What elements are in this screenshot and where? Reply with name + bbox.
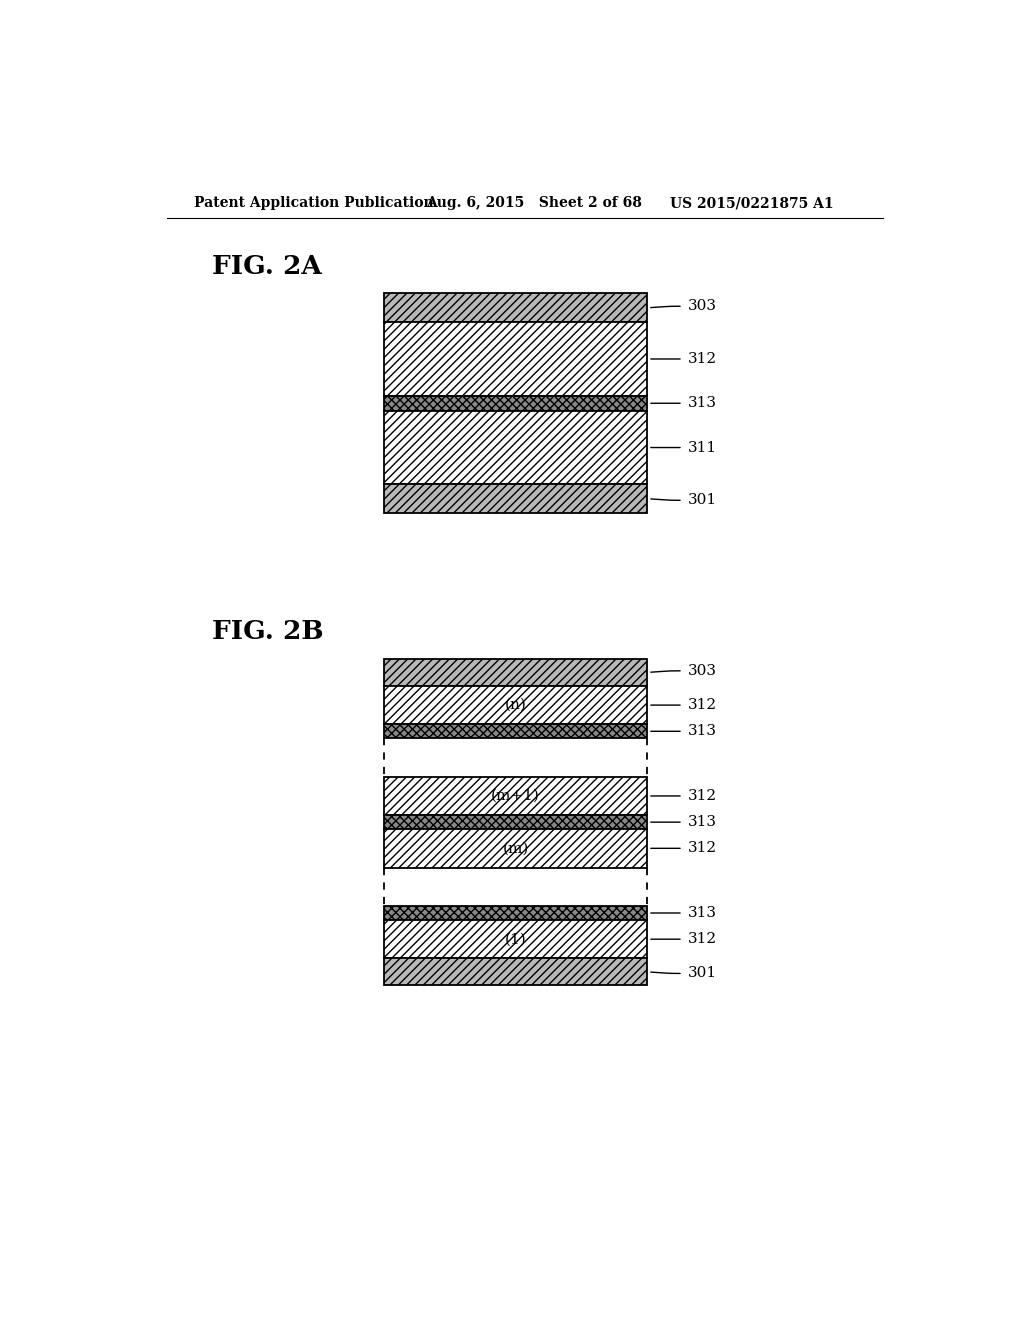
Text: 312: 312 [687, 698, 717, 711]
Bar [384, 725, 647, 738]
Text: (n): (n) [505, 698, 526, 711]
Text: Aug. 6, 2015   Sheet 2 of 68: Aug. 6, 2015 Sheet 2 of 68 [426, 197, 642, 210]
Text: 303: 303 [687, 300, 717, 313]
Bar [384, 920, 647, 958]
Bar [384, 322, 647, 396]
Text: US 2015/0221875 A1: US 2015/0221875 A1 [671, 197, 835, 210]
Text: Patent Application Publication: Patent Application Publication [194, 197, 433, 210]
Bar [384, 906, 647, 920]
Text: 313: 313 [687, 906, 717, 920]
Text: 303: 303 [687, 664, 717, 678]
Text: 312: 312 [687, 789, 717, 803]
Bar [384, 958, 647, 985]
Bar [384, 686, 647, 725]
Text: 312: 312 [687, 352, 717, 366]
Bar [384, 411, 647, 484]
Text: 312: 312 [687, 841, 717, 855]
Text: FIG. 2B: FIG. 2B [212, 619, 324, 644]
Text: FIG. 2A: FIG. 2A [212, 253, 322, 279]
Bar [384, 293, 647, 322]
Bar [384, 816, 647, 829]
Text: 311: 311 [687, 441, 717, 454]
Bar [384, 484, 647, 513]
Bar [384, 659, 647, 686]
Bar [384, 396, 647, 411]
Text: 313: 313 [687, 816, 717, 829]
Text: (m+1): (m+1) [492, 789, 540, 803]
Text: 312: 312 [687, 932, 717, 946]
Text: (1): (1) [505, 932, 526, 946]
Bar [384, 776, 647, 816]
Text: 301: 301 [687, 966, 717, 981]
Text: (m): (m) [503, 841, 528, 855]
Bar [384, 829, 647, 867]
Text: 313: 313 [687, 396, 717, 411]
Text: 301: 301 [687, 494, 717, 507]
Text: 313: 313 [687, 725, 717, 738]
